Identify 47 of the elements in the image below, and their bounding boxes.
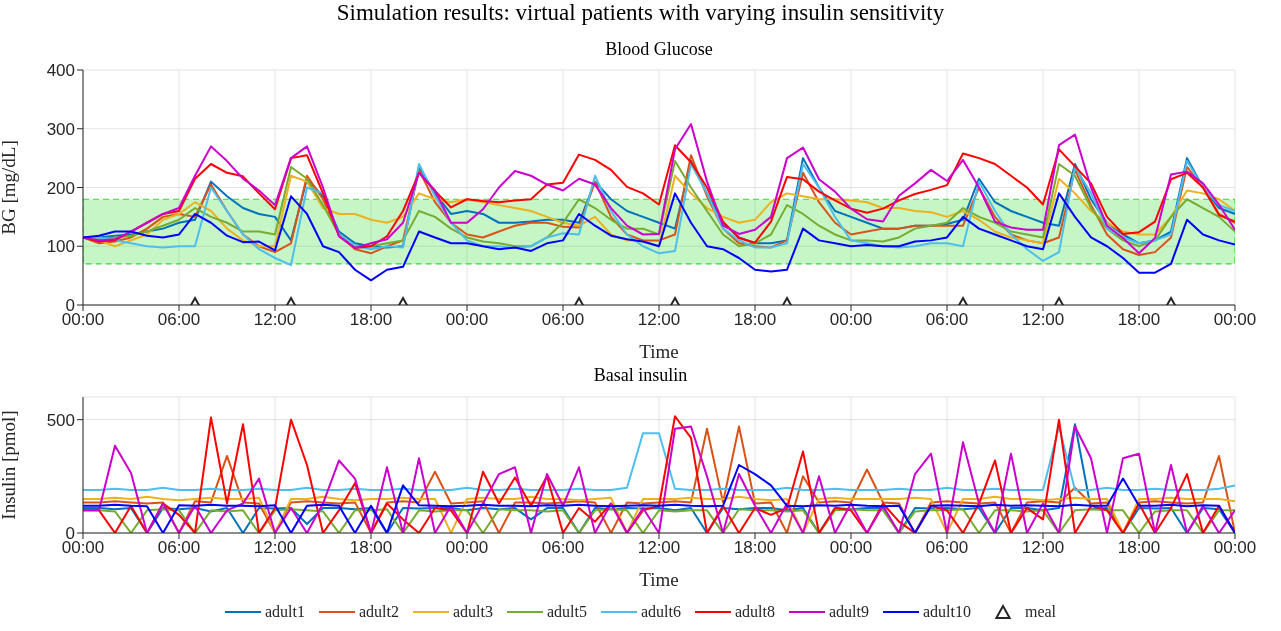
x-tick-label: 18:00 <box>349 538 393 558</box>
x-tick-label: 06:00 <box>541 538 585 558</box>
chart-title: Basal insulin <box>592 365 689 386</box>
x-tick-label: 00:00 <box>829 538 873 558</box>
legend-label: adult10 <box>922 603 971 621</box>
legend-label: adult5 <box>546 603 587 621</box>
x-tick-label: 00:00 <box>1213 538 1257 558</box>
x-axis-title: Time <box>639 341 679 362</box>
x-tick-label: 12:00 <box>1021 538 1065 558</box>
x-tick-label: 00:00 <box>445 310 489 330</box>
y-tick-label: 200 <box>46 178 75 198</box>
legend-label: adult3 <box>452 603 493 621</box>
y-tick-label: 100 <box>46 237 75 257</box>
x-tick-label: 00:00 <box>1213 310 1257 330</box>
x-axis-title: Time <box>639 569 679 590</box>
y-tick-label: 500 <box>46 410 75 430</box>
x-tick-label: 18:00 <box>1117 538 1161 558</box>
legend-label: adult2 <box>358 603 399 621</box>
legend-label: adult9 <box>828 603 869 621</box>
legend-label: adult8 <box>734 603 775 621</box>
y-axis-title: Insulin [pmol] <box>0 410 19 520</box>
x-tick-label: 12:00 <box>253 310 297 330</box>
x-tick-label: 12:00 <box>1021 310 1065 330</box>
x-tick-label: 06:00 <box>925 310 969 330</box>
x-tick-label: 00:00 <box>829 310 873 330</box>
x-tick-label: 12:00 <box>253 538 297 558</box>
x-tick-label: 12:00 <box>637 310 681 330</box>
x-tick-label: 12:00 <box>637 538 681 558</box>
y-axis-title: BG [mg/dL] <box>0 140 19 235</box>
x-tick-label: 00:00 <box>445 538 489 558</box>
line-series <box>83 123 1235 255</box>
line-series <box>83 192 1235 282</box>
x-tick-label: 18:00 <box>349 310 393 330</box>
x-tick-label: 06:00 <box>925 538 969 558</box>
x-tick-label: 18:00 <box>733 538 777 558</box>
x-tick-label: 06:00 <box>157 310 201 330</box>
x-tick-label: 06:00 <box>541 310 585 330</box>
x-tick-label: 18:00 <box>1117 310 1161 330</box>
chart-subtitle: Blood Glucose <box>604 39 714 60</box>
x-tick-label: 18:00 <box>733 310 777 330</box>
y-tick-label: 400 <box>46 61 75 81</box>
y-tick-label: 300 <box>46 119 75 139</box>
x-tick-label: 06:00 <box>157 538 201 558</box>
chart-title: Simulation results: virtual patients with varying insulin sensitivity <box>335 0 946 26</box>
legend-label: adult1 <box>264 603 305 621</box>
legend-label: meal <box>1024 603 1057 621</box>
legend-label: adult6 <box>640 603 681 621</box>
